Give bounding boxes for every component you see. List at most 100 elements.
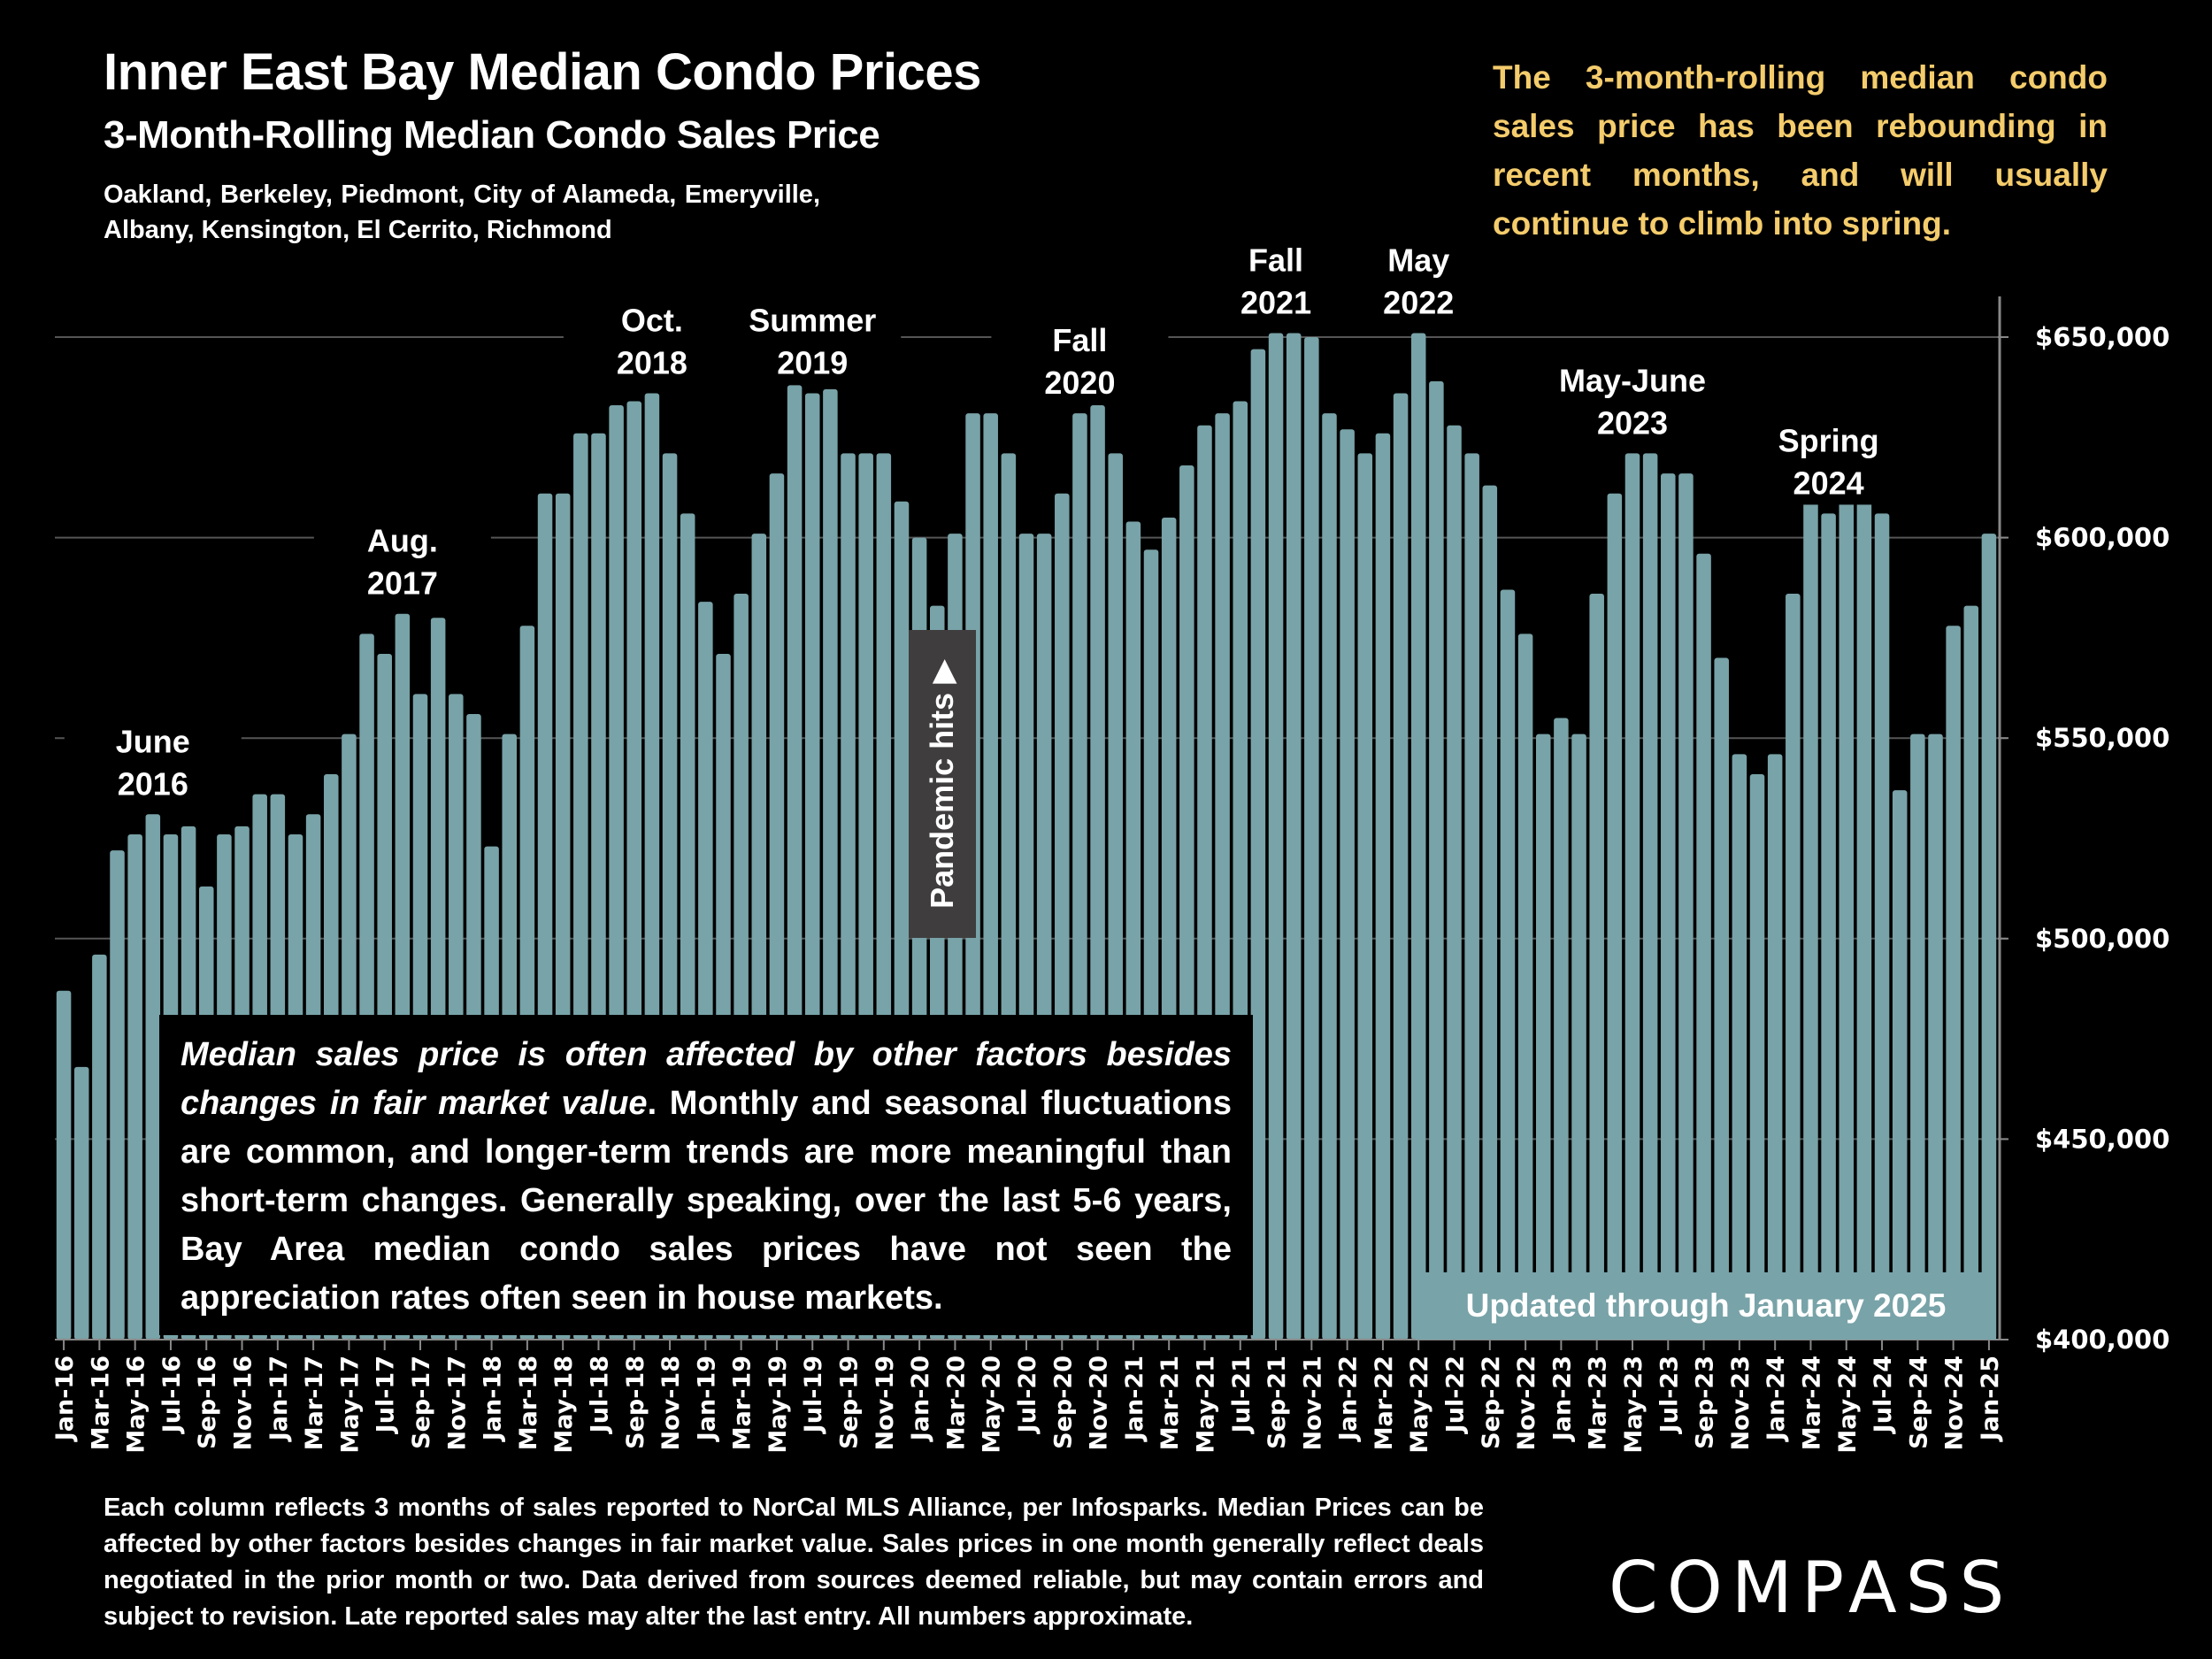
annotation-label: May-June xyxy=(1559,362,1706,398)
x-tick-label: Sep-17 xyxy=(408,1356,435,1449)
x-tick-label: Jul-22 xyxy=(1442,1356,1470,1434)
bar xyxy=(1410,333,1426,1340)
pandemic-label: Pandemic hits ▶ xyxy=(924,659,960,909)
x-tick-label: May-17 xyxy=(336,1356,364,1454)
annotation-label: 2021 xyxy=(1240,284,1311,320)
bar xyxy=(127,833,142,1340)
annotation-label: 2023 xyxy=(1597,404,1668,441)
chart-subtitle: 3-Month-Rolling Median Condo Sales Price xyxy=(104,113,880,157)
x-tick-label: Jan-17 xyxy=(265,1356,293,1442)
annotation: Spring 2024 xyxy=(1740,416,1917,505)
annotation: May-June 2023 xyxy=(1543,356,1721,445)
bar xyxy=(1571,733,1586,1340)
bar xyxy=(1821,513,1836,1340)
x-tick-label: Mar-22 xyxy=(1371,1356,1398,1450)
x-tick-label: May-20 xyxy=(979,1356,1006,1454)
annotation-bg xyxy=(1330,235,1508,325)
x-tick-label: Mar-19 xyxy=(729,1356,757,1450)
annotation-label: Oct. xyxy=(621,302,683,338)
bar xyxy=(1786,594,1801,1340)
x-tick-label: Nov-21 xyxy=(1299,1356,1326,1451)
x-tick-label: Mar-23 xyxy=(1585,1356,1612,1450)
x-tick-label: May-19 xyxy=(764,1356,792,1454)
x-tick-label: Mar-18 xyxy=(515,1356,542,1450)
x-tick-label: Jul-20 xyxy=(1014,1356,1041,1434)
chart-title: Inner East Bay Median Condo Prices xyxy=(104,43,981,101)
bar xyxy=(1429,380,1444,1340)
x-tick-label: Jan-20 xyxy=(907,1356,934,1442)
x-tick-label: Jul-24 xyxy=(1870,1356,1897,1434)
bar xyxy=(1554,718,1569,1340)
pandemic-marker: Pandemic hits ▶ xyxy=(909,630,976,938)
x-tick-label: Mar-24 xyxy=(1798,1356,1825,1450)
bar xyxy=(1661,473,1676,1340)
x-tick-label: May-24 xyxy=(1834,1356,1862,1454)
note-italic: Median sales price is often affected by … xyxy=(180,1036,1232,1122)
bar xyxy=(1892,790,1908,1340)
annotation-bg xyxy=(1740,416,1917,505)
y-tick-label: $600,000 xyxy=(2035,523,2170,553)
x-tick-label: Jan-25 xyxy=(1977,1356,2004,1442)
annotation-label: Fall xyxy=(1248,242,1303,278)
annotation-label: June xyxy=(116,723,190,759)
annotation-bg xyxy=(563,296,741,385)
x-tick-label: Mar-16 xyxy=(87,1356,114,1450)
bar xyxy=(1375,433,1391,1340)
annotation-label: 2017 xyxy=(367,565,438,602)
x-tick-label: Nov-23 xyxy=(1727,1356,1755,1451)
annotation-label: Aug. xyxy=(367,523,438,559)
x-tick-label: Sep-20 xyxy=(1049,1356,1077,1449)
x-tick-label: Sep-18 xyxy=(622,1356,649,1449)
bar xyxy=(1589,594,1604,1340)
y-tick-label: $450,000 xyxy=(2035,1124,2170,1154)
bar xyxy=(1910,733,1925,1340)
bar xyxy=(1607,493,1623,1340)
bar xyxy=(1393,393,1409,1340)
bar xyxy=(73,1066,89,1340)
annotation-label: 2024 xyxy=(1793,465,1864,501)
note-box: Median sales price is often affected by … xyxy=(159,1015,1253,1335)
bar xyxy=(145,814,161,1340)
annotation: Aug. 2017 xyxy=(313,516,491,605)
x-tick-label: Jul-17 xyxy=(373,1356,400,1434)
x-tick-label: Nov-16 xyxy=(230,1356,257,1451)
bar xyxy=(1749,773,1765,1340)
bar xyxy=(1304,337,1319,1340)
x-tick-label: Jan-22 xyxy=(1335,1356,1363,1442)
x-tick-label: Jul-19 xyxy=(800,1356,827,1434)
bar xyxy=(1286,333,1302,1340)
annotation-label: Summer xyxy=(749,302,876,338)
x-tick-label: Nov-18 xyxy=(657,1356,685,1451)
annotation-label: 2016 xyxy=(118,765,188,802)
compass-logo: COMPASS xyxy=(1609,1547,2014,1629)
annotation-label: Fall xyxy=(1052,322,1107,358)
bar xyxy=(1732,754,1747,1340)
bar xyxy=(92,954,107,1340)
bar xyxy=(1839,433,1855,1340)
x-tick-label: Mar-21 xyxy=(1156,1356,1184,1450)
x-tick-label: Jul-21 xyxy=(1228,1356,1256,1434)
annotation-bg xyxy=(991,316,1169,405)
bar xyxy=(1535,733,1551,1340)
annotation: Oct. 2018 xyxy=(563,296,741,385)
annotation-bg xyxy=(313,516,491,605)
bar xyxy=(1357,453,1373,1340)
bar xyxy=(1482,485,1498,1340)
x-tick-label: Sep-22 xyxy=(1478,1356,1505,1449)
x-tick-label: Mar-20 xyxy=(942,1356,970,1450)
bar xyxy=(1714,657,1729,1340)
bar xyxy=(1696,553,1711,1340)
bar xyxy=(110,850,125,1340)
y-tick-label: $500,000 xyxy=(2035,924,2170,954)
x-tick-label: Jan-18 xyxy=(480,1356,507,1442)
bar xyxy=(1268,333,1284,1340)
bar xyxy=(1322,413,1337,1340)
y-tick-label: $550,000 xyxy=(2035,723,2170,753)
x-tick-label: May-22 xyxy=(1406,1356,1433,1454)
annotation-label: 2020 xyxy=(1044,365,1115,401)
x-tick-label: Jan-16 xyxy=(51,1356,79,1442)
x-tick-label: Nov-19 xyxy=(872,1356,899,1451)
bar xyxy=(1250,349,1266,1340)
annotation: May 2022 xyxy=(1330,235,1508,325)
